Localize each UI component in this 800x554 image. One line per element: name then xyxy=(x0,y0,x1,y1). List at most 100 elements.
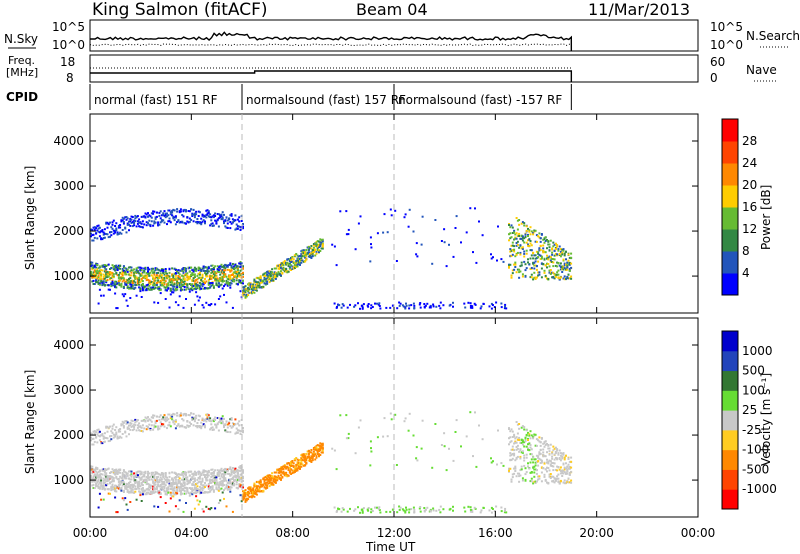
power-echo-cell xyxy=(537,256,540,259)
power-echo-cell xyxy=(532,233,535,236)
velocity-echo-cell xyxy=(114,471,117,474)
power-echo-cell xyxy=(566,277,569,280)
velocity-echo-cell xyxy=(510,459,513,461)
power-echo-cell xyxy=(164,212,167,215)
power-echo-cell xyxy=(530,276,533,279)
power-echo-cell xyxy=(513,231,516,234)
power-echo-cell xyxy=(164,275,167,277)
velocity-echo-cell xyxy=(224,487,227,490)
velocity-echo-cell xyxy=(524,479,527,482)
velocity-echo-cell xyxy=(521,477,524,480)
velocity-echo-cell xyxy=(166,427,168,430)
velocity-echo-cell xyxy=(188,479,191,482)
power-echo-cell xyxy=(134,271,137,273)
freq-trace xyxy=(90,70,573,82)
velocity-echo-cell xyxy=(205,418,208,420)
power-echo-cell xyxy=(288,258,291,261)
power-echo-cell xyxy=(519,244,522,247)
power-echo-cell xyxy=(125,278,128,281)
velocity-echo-cell xyxy=(268,474,271,477)
velocity-echo-cell xyxy=(216,488,219,491)
power-echo-cell xyxy=(177,276,180,279)
velocity-echo-cell xyxy=(122,473,125,476)
velocity-echo-cell xyxy=(158,490,161,493)
power-echo-cell xyxy=(281,267,284,270)
power-echo-cell xyxy=(538,236,541,239)
power-echo-cell xyxy=(423,306,426,309)
power-echo-cell xyxy=(267,278,270,281)
power-echo-cell xyxy=(516,243,519,246)
power-echo-cell xyxy=(321,247,324,250)
velocity-echo-cell xyxy=(150,420,153,423)
power-echo-cell xyxy=(221,275,224,278)
power-echo-cell xyxy=(259,286,262,289)
power-echo-cell xyxy=(525,229,528,232)
velocity-echo-cell xyxy=(223,484,225,487)
velocity-echo-cell xyxy=(262,489,265,492)
velocity-echo-cell xyxy=(223,470,225,473)
velocity-echo-cell xyxy=(527,443,529,446)
power-echo-cell xyxy=(93,276,96,279)
power-echo-cell xyxy=(224,267,227,270)
velocity-echo-cell xyxy=(518,480,521,483)
velocity-echo-cell xyxy=(513,442,516,445)
power-echo-cell xyxy=(141,289,144,292)
power-echo-cell xyxy=(544,236,547,239)
power-echo-cell xyxy=(565,258,567,261)
power-echo-cell xyxy=(173,219,176,222)
power-echo-cell xyxy=(130,274,133,277)
power-echo-cell xyxy=(195,269,198,272)
power-echo-cell xyxy=(195,288,198,291)
velocity-echo-cell xyxy=(197,425,200,428)
power-echo-cell xyxy=(288,262,291,265)
velocity-echo-cell xyxy=(395,464,398,466)
power-echo-cell xyxy=(114,280,117,283)
velocity-echo-cell xyxy=(195,471,198,474)
power-echo-cell xyxy=(204,220,206,223)
noise-right-tick-bottom: 10^0 xyxy=(710,38,743,52)
velocity-echo-cell xyxy=(96,481,99,484)
power-echo-cell xyxy=(204,215,206,218)
power-echo-cell xyxy=(559,262,562,265)
velocity-echo-cell xyxy=(361,510,364,513)
velocity-echo-cell xyxy=(551,462,554,464)
velocity-echo-cell xyxy=(192,483,195,486)
power-echo-cell xyxy=(140,274,143,277)
power-echo-cell xyxy=(542,251,545,254)
velocity-echo-cell xyxy=(547,462,550,465)
velocity-echo-cell xyxy=(129,481,132,484)
velocity-echo-cell xyxy=(124,474,127,477)
power-echo-cell xyxy=(532,232,535,234)
power-echo-cell xyxy=(549,259,552,262)
power-echo-cell xyxy=(102,233,105,236)
power-echo-cell xyxy=(188,270,191,273)
power-echo-cell xyxy=(515,253,518,256)
velocity-echo-cell xyxy=(105,485,108,488)
velocity-echo-cell xyxy=(534,480,537,483)
velocity-echo-cell xyxy=(258,482,261,485)
velocity-echo-cell xyxy=(131,485,134,488)
velocity-echo-cell xyxy=(540,480,543,483)
power-echo-cell xyxy=(248,288,251,291)
power-echo-cell xyxy=(214,303,217,306)
velocity-echo-cell xyxy=(131,491,134,494)
velocity-echo-cell xyxy=(510,453,513,456)
power-echo-cell xyxy=(210,303,213,305)
velocity-echo-cell xyxy=(304,460,307,463)
power-echo-cell xyxy=(178,277,181,280)
power-echo-cell xyxy=(125,231,128,234)
velocity-echo-cell xyxy=(182,472,185,475)
velocity-echo-cell xyxy=(226,469,229,472)
velocity-echo-cell xyxy=(547,460,550,463)
velocity-echo-cell xyxy=(150,478,153,481)
power-echo-cell xyxy=(469,207,472,210)
power-echo-cell xyxy=(201,220,204,223)
velocity-echo-cell xyxy=(293,467,296,470)
velocity-echo-cell xyxy=(143,490,146,493)
power-echo-cell xyxy=(193,284,196,287)
velocity-echo-cell xyxy=(268,478,271,481)
power-echo-cell xyxy=(201,285,204,288)
power-echo-cell xyxy=(119,265,122,267)
velocity-echo-cell xyxy=(240,500,243,503)
power-echo-cell xyxy=(107,272,110,275)
